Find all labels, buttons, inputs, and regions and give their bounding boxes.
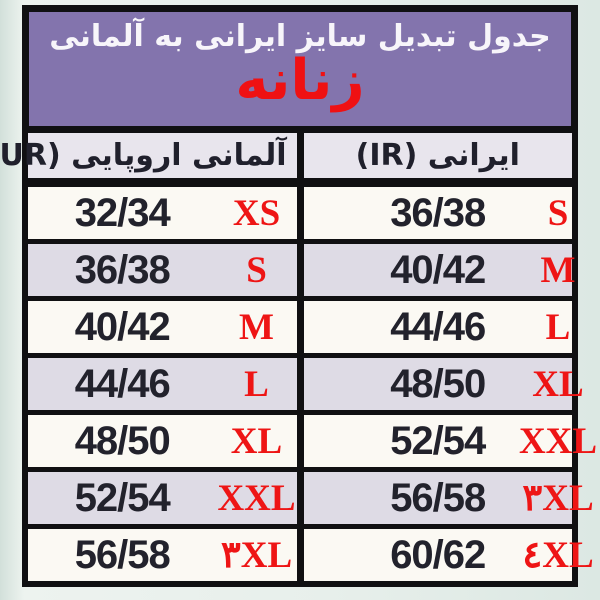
table-row: 32/34 XS 36/38 S	[25, 182, 575, 244]
ir-size-value: 52/54	[390, 418, 486, 463]
table-row: 56/58 ۳XL 60/62 ٤XL	[25, 526, 594, 587]
eur-size-value: 32/34	[74, 190, 171, 235]
table-row: 40/42 M 44/46 L	[25, 298, 575, 358]
eur-cell: 48/50 XL	[25, 412, 300, 472]
banner-subtitle: زنانه	[235, 48, 365, 113]
eur-size-value: 56/58	[74, 532, 171, 577]
ir-cell: 60/62 ٤XL	[296, 526, 594, 587]
ir-size-label: L	[545, 306, 571, 348]
eur-size-label: ۳XL	[220, 535, 293, 576]
banner-title: جدول تبدیل سایز ایرانی به آلمانی	[49, 19, 551, 54]
eur-cell: 36/38 S	[25, 241, 300, 301]
ir-size-label: S	[547, 192, 569, 234]
ir-cell: 36/38 S	[296, 182, 575, 244]
eur-size-value: 48/50	[74, 418, 171, 463]
eur-cell: 32/34 XS	[25, 182, 300, 244]
ir-size-value: 48/50	[390, 361, 486, 406]
eur-size-value: 36/38	[74, 247, 171, 292]
title-banner: جدول تبدیل سایز ایرانی به آلمانی زنانه	[22, 5, 578, 133]
ir-size-value: 40/42	[390, 247, 486, 292]
eur-size-value: 40/42	[74, 304, 171, 349]
eur-cell: 56/58 ۳XL	[25, 526, 300, 587]
eur-size-label: M	[239, 306, 274, 348]
eur-size-label: S	[246, 249, 267, 291]
ir-cell: 52/54 XXL	[296, 412, 597, 472]
table-row: 48/50 XL 52/54 XXL	[25, 412, 597, 472]
ir-size-value: 56/58	[390, 475, 486, 520]
ir-size-label: ۳XL	[522, 478, 594, 519]
eur-cell: 52/54 XXL	[25, 469, 300, 529]
eur-size-value: 52/54	[74, 475, 171, 520]
table-row: 36/38 S 40/42 M	[25, 241, 575, 301]
column-header-eur: آلمانی اروپایی (EUR)	[0, 133, 300, 187]
eur-cell: 44/46 L	[25, 355, 300, 415]
header-row: آلمانی اروپایی (EUR) ایرانی (IR)	[0, 133, 575, 187]
ir-size-label: XXL	[518, 420, 598, 462]
ir-cell: 48/50 XL	[296, 355, 584, 415]
ir-cell: 44/46 L	[296, 298, 575, 358]
ir-cell: 40/42 M	[296, 241, 575, 301]
ir-size-label: XL	[532, 363, 584, 405]
ir-size-value: 60/62	[390, 532, 486, 577]
eur-size-label: L	[244, 363, 269, 405]
ir-size-value: 44/46	[390, 304, 486, 349]
size-conversion-table: آلمانی اروپایی (EUR) ایرانی (IR) 32/34 X…	[0, 133, 597, 587]
ir-size-label: M	[540, 249, 576, 291]
eur-size-value: 44/46	[74, 361, 171, 406]
eur-size-label: XS	[232, 192, 281, 234]
ir-cell: 56/58 ۳XL	[296, 469, 594, 529]
table-row: 44/46 L 48/50 XL	[25, 355, 584, 415]
eur-size-label: XXL	[217, 477, 296, 519]
table-row: 52/54 XXL 56/58 ۳XL	[25, 469, 594, 529]
column-header-ir: ایرانی (IR)	[296, 133, 575, 187]
eur-size-label: XL	[230, 420, 283, 462]
eur-cell: 40/42 M	[25, 298, 300, 358]
ir-size-label: ٤XL	[522, 535, 594, 576]
ir-size-value: 36/38	[390, 190, 486, 235]
